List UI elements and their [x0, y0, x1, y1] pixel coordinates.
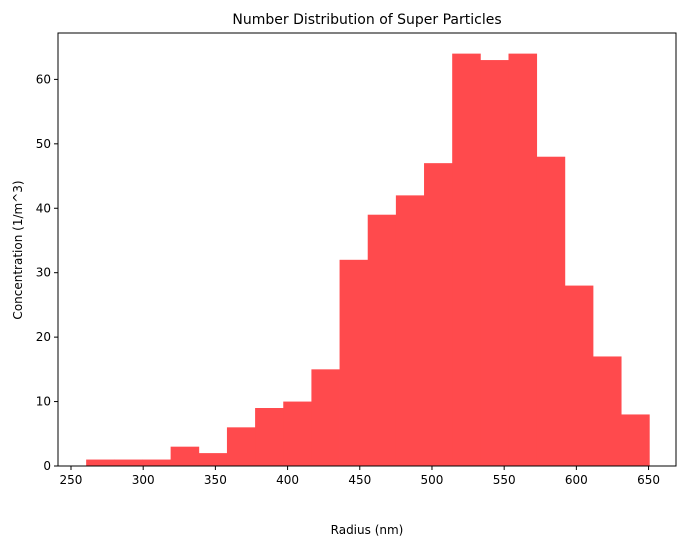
- histogram-bar: [480, 60, 509, 466]
- x-tick-label: 600: [565, 473, 588, 487]
- histogram-bar: [621, 414, 650, 466]
- histogram-bar: [592, 356, 622, 466]
- histogram-bar: [536, 156, 566, 466]
- histogram-bar: [198, 453, 228, 466]
- histogram-bar: [114, 459, 143, 466]
- histogram-bar: [255, 408, 284, 466]
- histogram-bar: [452, 53, 481, 466]
- x-tick-label: 450: [348, 473, 371, 487]
- x-tick-label: 300: [132, 473, 155, 487]
- x-tick-label: 350: [204, 473, 227, 487]
- x-axis-title: Radius (nm): [331, 523, 404, 537]
- x-tick-label: 650: [637, 473, 660, 487]
- x-axis: 250 300 350 400 450 500 550 600 650: [60, 466, 660, 487]
- x-tick-label: 500: [421, 473, 444, 487]
- y-tick-label: 0: [43, 459, 51, 473]
- y-tick-label: 30: [36, 266, 51, 280]
- histogram-bar: [142, 459, 172, 466]
- y-axis-title: Concentration (1/m^3): [11, 180, 25, 319]
- y-tick-label: 20: [36, 330, 51, 344]
- histogram-bar: [424, 163, 453, 466]
- chart-title: Number Distribution of Super Particles: [232, 12, 501, 28]
- histogram-bar: [86, 459, 115, 466]
- histogram-bar: [367, 214, 397, 466]
- x-tick-label: 400: [276, 473, 299, 487]
- y-tick-label: 40: [36, 201, 51, 215]
- y-tick-label: 50: [36, 137, 51, 151]
- histogram-bar: [170, 446, 200, 466]
- histogram-bar: [564, 285, 594, 466]
- histogram-bar: [283, 401, 312, 466]
- x-tick-label: 550: [493, 473, 516, 487]
- histogram-bar: [395, 195, 425, 466]
- plot-frame: [57, 32, 677, 467]
- histogram-bar: [311, 369, 340, 466]
- bars-group: [86, 53, 650, 466]
- histogram-bar: [339, 259, 369, 466]
- histogram-bar: [226, 427, 256, 466]
- x-tick-label: 250: [60, 473, 83, 487]
- y-tick-label: 10: [36, 395, 51, 409]
- y-axis: 0 10 20 30 40 50 60: [36, 72, 58, 473]
- y-tick-label: 60: [36, 72, 51, 86]
- histogram-bar: [508, 53, 538, 466]
